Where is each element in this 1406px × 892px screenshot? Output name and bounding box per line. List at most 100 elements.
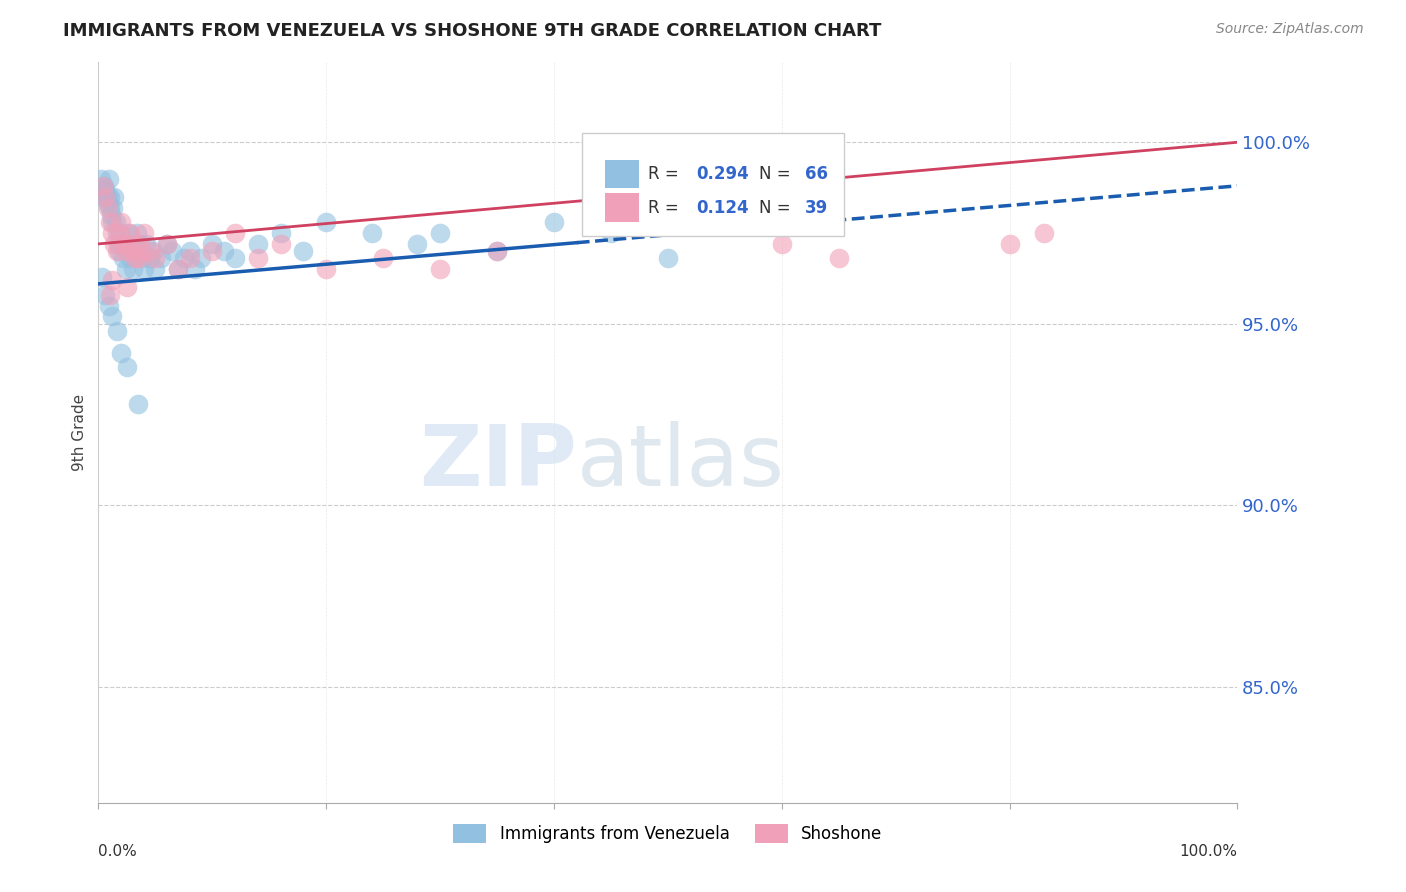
Point xyxy=(429,226,451,240)
Text: 0.294: 0.294 xyxy=(696,165,749,183)
Point xyxy=(406,236,429,251)
Point xyxy=(173,252,195,266)
Point xyxy=(108,226,131,240)
Point xyxy=(91,178,114,193)
Text: N =: N = xyxy=(759,165,796,183)
Point xyxy=(224,252,246,266)
Point xyxy=(184,262,207,277)
Point xyxy=(112,236,135,251)
Text: 0.0%: 0.0% xyxy=(98,844,138,858)
Y-axis label: 9th Grade: 9th Grade xyxy=(72,394,87,471)
Point xyxy=(124,244,146,259)
Point xyxy=(145,262,167,277)
Point xyxy=(128,236,150,251)
Point xyxy=(162,244,184,259)
Point xyxy=(105,226,128,240)
Point xyxy=(97,171,120,186)
Point xyxy=(101,226,124,240)
Text: atlas: atlas xyxy=(576,421,785,504)
Point xyxy=(110,345,132,359)
Point xyxy=(90,269,112,284)
Point xyxy=(110,236,132,251)
Point xyxy=(121,244,143,259)
Point xyxy=(657,252,679,266)
FancyBboxPatch shape xyxy=(605,161,640,188)
Point xyxy=(112,252,135,266)
Point xyxy=(142,244,165,259)
Point xyxy=(486,244,509,259)
Point xyxy=(93,178,115,193)
Point xyxy=(105,324,128,338)
Point xyxy=(543,215,565,229)
Point xyxy=(179,252,201,266)
Point xyxy=(224,226,246,240)
Point xyxy=(107,236,129,251)
Point xyxy=(90,182,112,196)
Point xyxy=(96,197,118,211)
Point xyxy=(108,226,131,240)
Point xyxy=(138,244,160,259)
Point xyxy=(429,262,451,277)
Point xyxy=(98,287,121,301)
Point xyxy=(371,252,394,266)
Point xyxy=(115,360,138,375)
Point xyxy=(94,190,117,204)
Point xyxy=(156,236,179,251)
FancyBboxPatch shape xyxy=(582,133,845,236)
Point xyxy=(96,190,118,204)
Point xyxy=(96,201,118,215)
FancyBboxPatch shape xyxy=(605,194,640,221)
Point xyxy=(114,244,136,259)
Point xyxy=(115,280,138,294)
Point xyxy=(120,226,142,240)
Point xyxy=(114,262,136,277)
Point xyxy=(90,171,112,186)
Point xyxy=(179,244,201,259)
Point xyxy=(101,215,124,229)
Text: Source: ZipAtlas.com: Source: ZipAtlas.com xyxy=(1216,22,1364,37)
Point xyxy=(315,262,337,277)
Text: ZIP: ZIP xyxy=(419,421,576,504)
Point xyxy=(117,226,139,240)
Point xyxy=(132,262,155,277)
Point xyxy=(360,226,382,240)
Text: N =: N = xyxy=(759,199,796,217)
Point xyxy=(167,262,190,277)
Point xyxy=(131,244,153,259)
Point xyxy=(101,310,124,324)
Point xyxy=(94,182,117,196)
Point xyxy=(270,236,292,251)
Point xyxy=(128,252,150,266)
Point xyxy=(127,226,149,240)
Legend: Immigrants from Venezuela, Shoshone: Immigrants from Venezuela, Shoshone xyxy=(447,817,889,850)
Point xyxy=(201,236,224,251)
Point xyxy=(270,226,292,240)
Point xyxy=(121,262,143,277)
Point xyxy=(190,252,212,266)
Point xyxy=(117,236,139,251)
Point xyxy=(97,299,120,313)
Point xyxy=(150,252,173,266)
Point xyxy=(1032,226,1054,240)
Point xyxy=(292,244,315,259)
Text: 100.0%: 100.0% xyxy=(1180,844,1237,858)
Point xyxy=(600,226,623,240)
Point xyxy=(98,190,121,204)
Point xyxy=(105,244,128,259)
Point xyxy=(315,215,337,229)
Point xyxy=(101,273,124,287)
Point xyxy=(104,215,127,229)
Point xyxy=(212,244,235,259)
Point xyxy=(201,244,224,259)
Point xyxy=(828,252,851,266)
Point xyxy=(91,190,114,204)
Text: 39: 39 xyxy=(804,199,828,217)
Point xyxy=(138,252,160,266)
Point xyxy=(120,252,142,266)
Point xyxy=(100,208,122,222)
Point xyxy=(110,215,132,229)
Point xyxy=(246,252,269,266)
Point xyxy=(127,396,149,410)
Text: R =: R = xyxy=(648,165,685,183)
Point xyxy=(770,236,793,251)
